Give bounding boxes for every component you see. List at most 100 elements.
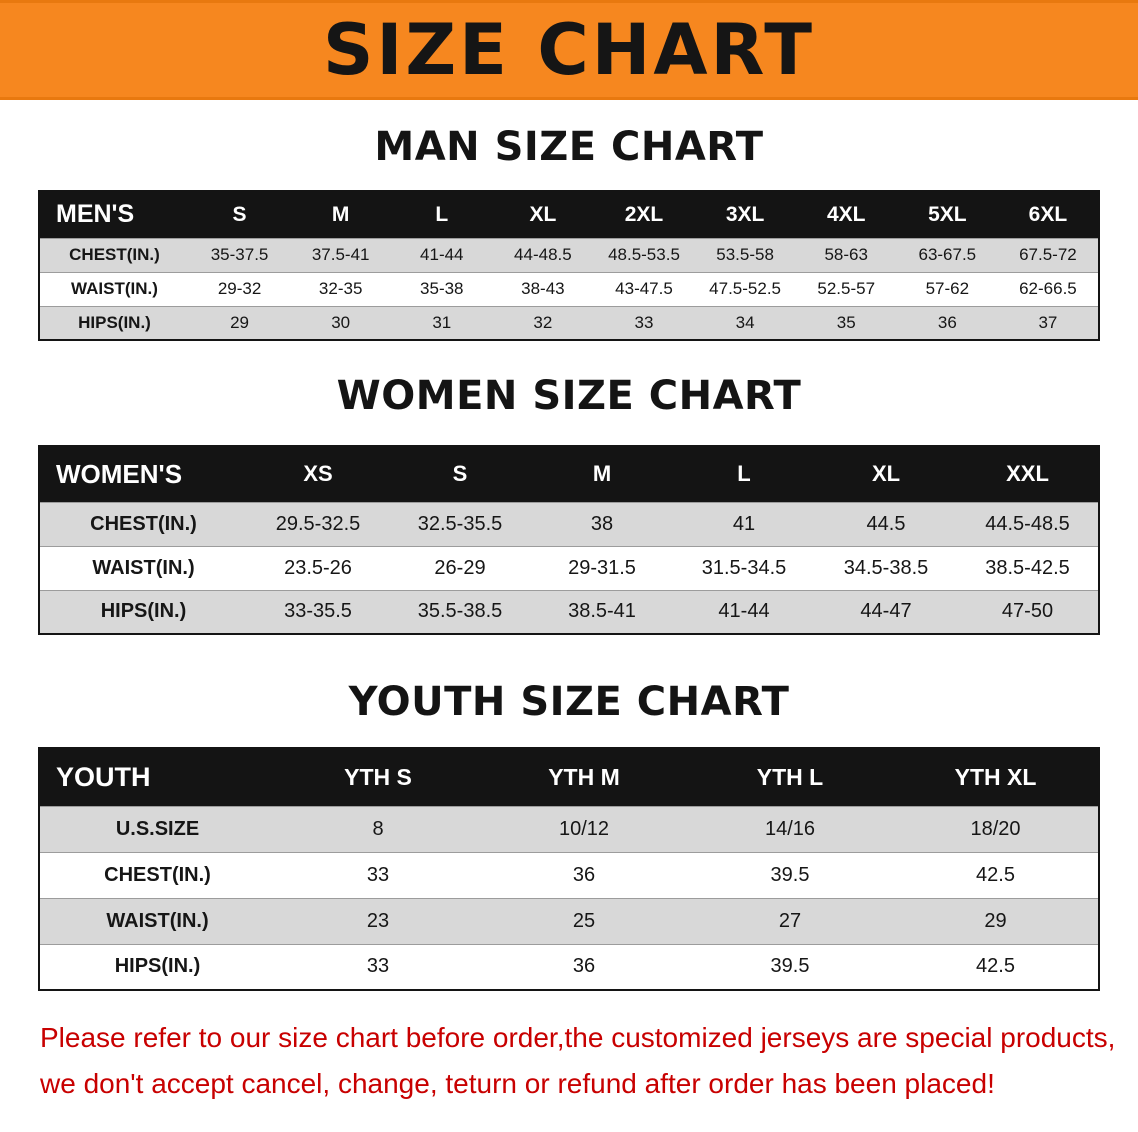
size-column-header: YTH XL bbox=[893, 748, 1099, 806]
measurement-value: 38-43 bbox=[492, 271, 594, 306]
women-size-section: WOMEN SIZE CHART WOMEN'S XS S M L XL XXL CHEST(… bbox=[0, 373, 1138, 635]
measurement-row: WAIST(IN.) 29-32 32-35 35-38 38-43 43-47.5 47.… bbox=[39, 271, 1099, 306]
measurement-value: 41-44 bbox=[673, 589, 815, 634]
measurement-row: CHEST(IN.) 29.5-32.5 32.5-35.5 38 41 44.5 44.5… bbox=[39, 501, 1099, 546]
table-title-cell: MEN'S bbox=[39, 191, 189, 238]
size-header-row: YOUTH YTH S YTH M YTH L YTH XL bbox=[39, 748, 1099, 806]
size-column-header: YTH L bbox=[687, 748, 893, 806]
men-size-table: MEN'S S M L XL 2XL 3XL 4XL 5XL 6XL CHEST(IN.) 35-37… bbox=[38, 190, 1100, 341]
measurement-value: 35-37.5 bbox=[189, 237, 291, 272]
measurement-value: 44-48.5 bbox=[492, 237, 594, 272]
measurement-label: CHEST(IN.) bbox=[39, 851, 275, 898]
measurement-value: 30 bbox=[290, 305, 392, 340]
measurement-value: 57-62 bbox=[896, 271, 998, 306]
disclaimer-line-2: we don't accept cancel, change, teturn o… bbox=[40, 1068, 995, 1099]
measurement-value: 39.5 bbox=[687, 851, 893, 898]
size-header-row: MEN'S S M L XL 2XL 3XL 4XL 5XL 6XL bbox=[39, 191, 1099, 238]
measurement-row: CHEST(IN.) 35-37.5 37.5-41 41-44 44-48.5 48.5… bbox=[39, 237, 1099, 272]
size-column-header: L bbox=[673, 446, 815, 502]
measurement-label: WAIST(IN.) bbox=[39, 271, 189, 306]
size-chart-page: SIZE CHART MAN SIZE CHART MEN'S S M L XL 2XL 3… bbox=[0, 0, 1138, 1099]
measurement-value: 35.5-38.5 bbox=[389, 589, 531, 634]
size-column-header: XL bbox=[492, 191, 594, 238]
measurement-value: 32 bbox=[492, 305, 594, 340]
size-column-header: S bbox=[389, 446, 531, 502]
measurement-value: 44.5-48.5 bbox=[957, 501, 1099, 546]
measurement-value: 36 bbox=[481, 851, 687, 898]
banner: SIZE CHART bbox=[0, 0, 1138, 100]
youth-size-section: YOUTH SIZE CHART YOUTH YTH S YTH M YTH L YTH… bbox=[0, 679, 1138, 991]
measurement-value: 48.5-53.5 bbox=[593, 237, 695, 272]
measurement-value: 10/12 bbox=[481, 805, 687, 852]
measurement-value: 29.5-32.5 bbox=[247, 501, 389, 546]
measurement-label: CHEST(IN.) bbox=[39, 237, 189, 272]
size-column-header: 4XL bbox=[795, 191, 897, 238]
measurement-row: HIPS(IN.) 29 30 31 32 33 34 35 36 37 bbox=[39, 305, 1099, 340]
measurement-value: 29 bbox=[893, 897, 1099, 944]
measurement-value: 33 bbox=[593, 305, 695, 340]
measurement-value: 47-50 bbox=[957, 589, 1099, 634]
measurement-value: 29-32 bbox=[189, 271, 291, 306]
measurement-value: 35-38 bbox=[391, 271, 493, 306]
measurement-value: 18/20 bbox=[893, 805, 1099, 852]
measurement-value: 47.5-52.5 bbox=[694, 271, 796, 306]
women-section-heading: WOMEN SIZE CHART bbox=[336, 373, 802, 419]
page-title: SIZE CHART bbox=[322, 9, 816, 91]
measurement-value: 41-44 bbox=[391, 237, 493, 272]
measurement-value: 36 bbox=[481, 943, 687, 990]
measurement-value: 37 bbox=[997, 305, 1099, 340]
measurement-row: WAIST(IN.) 23 25 27 29 bbox=[39, 897, 1099, 944]
youth-size-table: YOUTH YTH S YTH M YTH L YTH XL U.S.SIZE 8 10/12… bbox=[38, 747, 1100, 991]
measurement-value: 33 bbox=[275, 851, 481, 898]
measurement-value: 43-47.5 bbox=[593, 271, 695, 306]
measurement-label: HIPS(IN.) bbox=[39, 589, 247, 634]
measurement-value: 67.5-72 bbox=[997, 237, 1099, 272]
size-column-header: 2XL bbox=[593, 191, 695, 238]
size-column-header: L bbox=[391, 191, 493, 238]
youth-section-heading: YOUTH SIZE CHART bbox=[348, 679, 790, 725]
size-column-header: M bbox=[531, 446, 673, 502]
size-header-row: WOMEN'S XS S M L XL XXL bbox=[39, 446, 1099, 502]
measurement-value: 38 bbox=[531, 501, 673, 546]
size-column-header: S bbox=[189, 191, 291, 238]
measurement-value: 34 bbox=[694, 305, 796, 340]
measurement-value: 38.5-41 bbox=[531, 589, 673, 634]
measurement-value: 44-47 bbox=[815, 589, 957, 634]
measurement-label: CHEST(IN.) bbox=[39, 501, 247, 546]
measurement-value: 33-35.5 bbox=[247, 589, 389, 634]
size-column-header: 6XL bbox=[997, 191, 1099, 238]
measurement-value: 31 bbox=[391, 305, 493, 340]
size-column-header: XL bbox=[815, 446, 957, 502]
measurement-value: 44.5 bbox=[815, 501, 957, 546]
measurement-value: 63-67.5 bbox=[896, 237, 998, 272]
measurement-row: U.S.SIZE 8 10/12 14/16 18/20 bbox=[39, 805, 1099, 852]
measurement-value: 27 bbox=[687, 897, 893, 944]
measurement-value: 25 bbox=[481, 897, 687, 944]
measurement-value: 8 bbox=[275, 805, 481, 852]
measurement-value: 29 bbox=[189, 305, 291, 340]
size-column-header: M bbox=[290, 191, 392, 238]
measurement-value: 31.5-34.5 bbox=[673, 545, 815, 590]
table-title-cell: YOUTH bbox=[39, 748, 275, 806]
measurement-row: CHEST(IN.) 33 36 39.5 42.5 bbox=[39, 851, 1099, 898]
measurement-value: 58-63 bbox=[795, 237, 897, 272]
measurement-value: 41 bbox=[673, 501, 815, 546]
size-column-header: YTH S bbox=[275, 748, 481, 806]
women-size-table: WOMEN'S XS S M L XL XXL CHEST(IN.) 29.5-32.5 32.5… bbox=[38, 445, 1100, 635]
measurement-value: 37.5-41 bbox=[290, 237, 392, 272]
measurement-value: 26-29 bbox=[389, 545, 531, 590]
measurement-value: 35 bbox=[795, 305, 897, 340]
measurement-value: 23.5-26 bbox=[247, 545, 389, 590]
size-column-header: 3XL bbox=[694, 191, 796, 238]
measurement-label: U.S.SIZE bbox=[39, 805, 275, 852]
measurement-value: 38.5-42.5 bbox=[957, 545, 1099, 590]
men-section-heading: MAN SIZE CHART bbox=[374, 124, 764, 170]
measurement-value: 34.5-38.5 bbox=[815, 545, 957, 590]
measurement-value: 36 bbox=[896, 305, 998, 340]
measurement-label: HIPS(IN.) bbox=[39, 943, 275, 990]
measurement-label: WAIST(IN.) bbox=[39, 545, 247, 590]
measurement-value: 42.5 bbox=[893, 851, 1099, 898]
size-column-header: 5XL bbox=[896, 191, 998, 238]
disclaimer-line-1: Please refer to our size chart before or… bbox=[40, 1022, 1116, 1053]
size-column-header: XXL bbox=[957, 446, 1099, 502]
